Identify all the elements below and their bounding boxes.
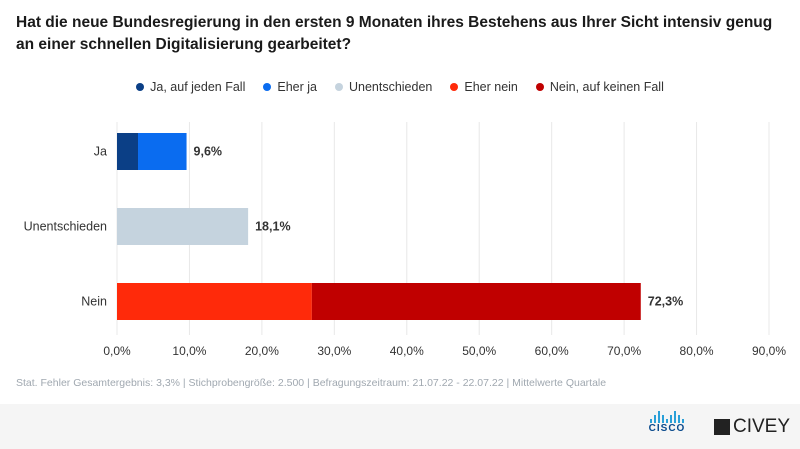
civey-mark-icon [714, 419, 730, 435]
chart-title: Hat die neue Bundesregierung in den erst… [16, 14, 773, 53]
x-tick-label: 40,0% [390, 344, 424, 358]
x-tick-label: 90,0% [752, 344, 786, 358]
legend: Ja, auf jeden Fall Eher ja Unentschieden Eh… [0, 80, 800, 94]
data-label: 72,3% [648, 295, 683, 309]
legend-label: Eher nein [464, 80, 518, 94]
legend-label: Eher ja [277, 80, 317, 94]
legend-item: Unentschieden [334, 80, 433, 94]
legend-swatch [535, 83, 544, 91]
bar-segment [311, 283, 641, 320]
cisco-logo: CISCO [643, 411, 691, 434]
category-label: Unentschieden [24, 220, 107, 234]
legend-label: Unentschieden [348, 80, 433, 94]
x-tick-label: 0,0% [103, 344, 131, 358]
legend-label: Nein, auf keinen Fall [549, 80, 664, 94]
chart: 0,0% 10,0% 20,0% 30,0% 40,0% 50,0% 60,0% 70,0% 8… [24, 122, 786, 358]
legend-item: Nein, auf keinen Fall [535, 80, 664, 94]
bar-segment [117, 208, 249, 245]
x-tick-label: 60,0% [535, 344, 569, 358]
legend-item: Ja, auf jeden Fall [136, 80, 245, 94]
bar-segment [117, 133, 139, 170]
x-tick-label: 10,0% [172, 344, 206, 358]
legend-swatch [263, 83, 272, 91]
x-tick-label: 80,0% [680, 344, 714, 358]
data-label: 9,6% [194, 145, 223, 159]
footer-note: Stat. Fehler Gesamtergebnis: 3,3% | Stic… [16, 377, 607, 389]
civey-logo: CIVEY [714, 416, 790, 438]
legend-swatch [450, 83, 459, 91]
legend-swatch [334, 83, 343, 91]
legend-label: Ja, auf jeden Fall [150, 80, 246, 94]
x-tick-label: 70,0% [607, 344, 641, 358]
legend-item: Eher ja [263, 80, 317, 94]
footer-bar [0, 404, 800, 449]
bar-segment [117, 283, 312, 320]
x-tick-label: 30,0% [317, 344, 351, 358]
data-label: 18,1% [255, 220, 290, 234]
x-tick-label: 20,0% [245, 344, 279, 358]
bar-segment [138, 133, 187, 170]
category-label: Nein [81, 295, 107, 309]
category-label: Ja [94, 145, 107, 159]
x-tick-label: 50,0% [462, 344, 496, 358]
legend-item: Eher nein [450, 80, 518, 94]
legend-swatch [136, 83, 145, 91]
